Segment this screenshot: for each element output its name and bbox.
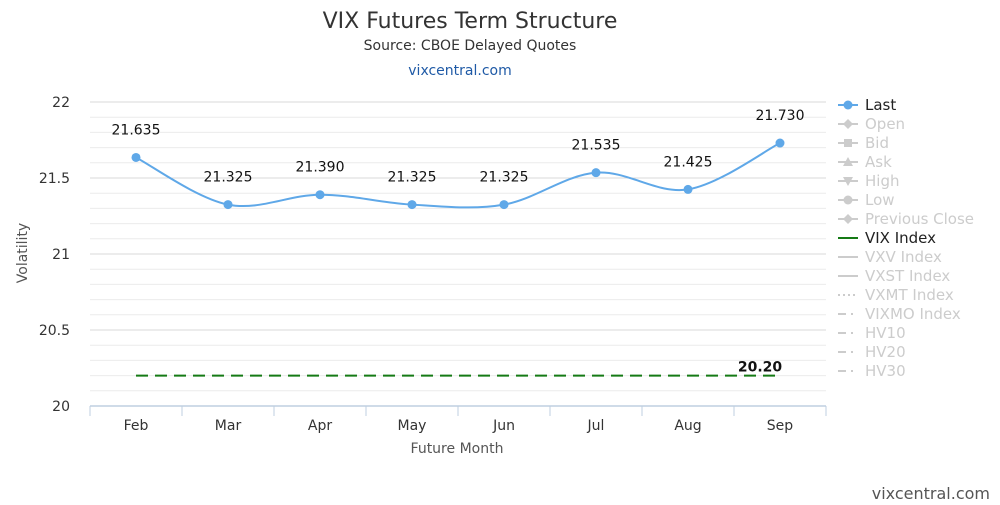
legend-marker: [843, 119, 853, 129]
legend-marker: [843, 157, 853, 166]
legend-marker: [844, 139, 852, 147]
y-tick-label: 22: [52, 95, 70, 111]
legend-label: VXST Index: [865, 267, 950, 285]
legend-label: Open: [865, 115, 905, 133]
legend-item[interactable]: Ask: [838, 153, 892, 171]
plot-series: 20.20 21.635 21.325 21.390 21.325 21.325 21.53…: [112, 108, 805, 377]
chart-title: VIX Futures Term Structure: [323, 9, 618, 34]
last-series-point[interactable]: [407, 200, 417, 210]
legend-label: VIXMO Index: [865, 305, 961, 323]
legend-label: VXV Index: [865, 248, 942, 266]
legend-item[interactable]: VXST Index: [838, 267, 950, 285]
legend-item[interactable]: High: [838, 172, 899, 190]
last-series-data-label: 21.325: [388, 170, 437, 186]
legend-marker: [843, 177, 853, 186]
legend-label: HV20: [865, 343, 906, 361]
credits[interactable]: vixcentral.com: [872, 484, 990, 503]
legend-label: HV30: [865, 362, 906, 380]
x-tick-label: Feb: [124, 418, 149, 434]
x-tick-label: Mar: [215, 418, 242, 434]
last-series-data-label: 21.325: [480, 170, 529, 186]
last-series-point[interactable]: [131, 152, 141, 162]
legend-label: VXMT Index: [865, 286, 954, 304]
x-tick-label: Apr: [308, 418, 332, 434]
legend-item[interactable]: VIXMO Index: [838, 305, 961, 323]
x-tick-label: Jul: [587, 418, 605, 434]
legend-item[interactable]: Previous Close: [838, 210, 974, 228]
grid-lines: [90, 101, 826, 392]
legend-item[interactable]: HV30: [838, 362, 906, 380]
legend-label: Last: [865, 96, 896, 114]
last-series-point[interactable]: [591, 168, 601, 178]
chart-subtitle: Source: CBOE Delayed Quotes: [364, 38, 577, 54]
last-series-point[interactable]: [223, 200, 233, 210]
legend-item[interactable]: Low: [838, 191, 895, 209]
legend-marker: [843, 195, 853, 205]
y-axis: 20 20.5 21 21.5 22: [39, 95, 70, 415]
y-tick-label: 21.5: [39, 171, 70, 187]
vix-index-data-label: 20.20: [738, 360, 783, 376]
legend-item[interactable]: VXV Index: [838, 248, 942, 266]
last-series-data-label: 21.425: [664, 154, 713, 170]
legend-label: Ask: [865, 153, 892, 171]
last-series-data-label: 21.535: [572, 138, 621, 154]
legend-label: Bid: [865, 134, 889, 152]
legend-label: HV10: [865, 324, 906, 342]
legend-label: Previous Close: [865, 210, 974, 228]
legend-item[interactable]: Last: [838, 96, 896, 114]
x-axis-title: Future Month: [411, 441, 504, 457]
y-tick-label: 20.5: [39, 323, 70, 339]
legend-item[interactable]: Open: [838, 115, 905, 133]
last-series-point[interactable]: [683, 184, 693, 194]
last-series-data-label: 21.730: [756, 108, 805, 124]
y-tick-label: 21: [52, 247, 70, 263]
last-series-data-label: 21.325: [204, 170, 253, 186]
last-series-data-label: 21.390: [296, 160, 345, 176]
legend-item[interactable]: VIX Index: [838, 229, 936, 247]
legend-label: VIX Index: [865, 229, 936, 247]
legend-item[interactable]: HV20: [838, 343, 906, 361]
y-tick-label: 20: [52, 399, 70, 415]
legend-item[interactable]: VXMT Index: [838, 286, 954, 304]
x-tick-label: Aug: [674, 418, 701, 434]
legend-item[interactable]: HV10: [838, 324, 906, 342]
last-series-data-label: 21.635: [112, 122, 161, 138]
y-axis-title: Volatility: [15, 223, 31, 283]
x-tick-label: Sep: [767, 418, 794, 434]
legend-marker: [843, 100, 853, 110]
last-series-line: [135, 142, 781, 209]
last-series-point[interactable]: [775, 138, 785, 148]
legend-marker: [843, 214, 853, 224]
last-series-point[interactable]: [315, 190, 325, 200]
x-tick-label: May: [398, 418, 427, 434]
source-link[interactable]: vixcentral.com: [408, 63, 511, 79]
x-tick-label: Jun: [492, 418, 515, 434]
last-series-point[interactable]: [499, 200, 509, 210]
x-axis: Feb Mar Apr May Jun Jul Aug Sep: [89, 405, 827, 434]
legend-item[interactable]: Bid: [838, 134, 889, 152]
legend-label: High: [865, 172, 899, 190]
legend-label: Low: [865, 191, 895, 209]
